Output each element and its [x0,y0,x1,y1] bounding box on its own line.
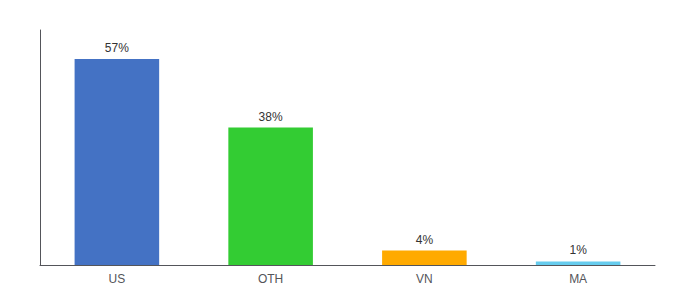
svg-text:OTH: OTH [258,272,283,286]
svg-text:US: US [109,272,126,286]
svg-text:VN: VN [416,272,433,286]
svg-text:4%: 4% [416,233,434,247]
svg-text:MA: MA [569,272,587,286]
svg-text:57%: 57% [105,41,129,55]
svg-text:1%: 1% [569,243,587,257]
svg-text:38%: 38% [259,110,283,124]
